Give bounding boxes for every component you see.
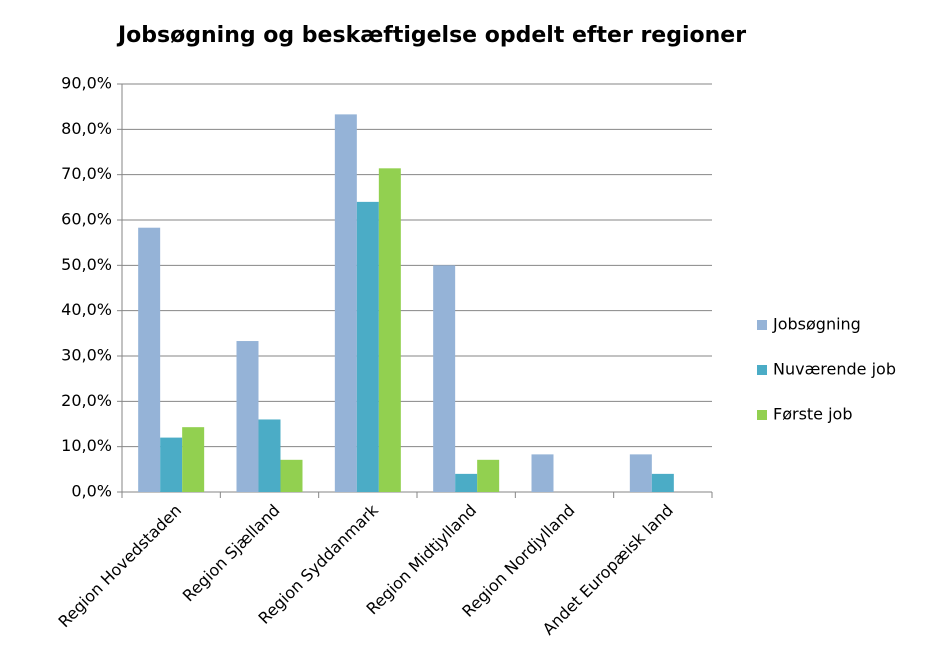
y-tick-label: 90,0% bbox=[61, 74, 112, 93]
y-tick-label: 60,0% bbox=[61, 210, 112, 229]
legend-label: Første job bbox=[773, 405, 853, 424]
x-tick-label: Region Hovedstaden bbox=[55, 501, 186, 632]
bar bbox=[477, 459, 500, 492]
bar bbox=[651, 473, 674, 492]
bar bbox=[160, 437, 183, 492]
legend-swatch bbox=[757, 410, 767, 420]
x-tick-label: Region Midtjylland bbox=[362, 501, 480, 619]
x-tick-label: Region Sjælland bbox=[179, 501, 284, 606]
bar bbox=[138, 227, 161, 492]
bar bbox=[455, 473, 478, 492]
bar bbox=[334, 114, 357, 492]
y-tick-label: 0,0% bbox=[71, 482, 112, 501]
bar bbox=[531, 454, 554, 492]
legend-swatch bbox=[757, 365, 767, 375]
bar bbox=[182, 427, 205, 492]
bar bbox=[236, 341, 259, 492]
legend-label: Jobsøgning bbox=[772, 315, 861, 334]
bar bbox=[433, 265, 456, 492]
bar bbox=[356, 201, 379, 492]
y-tick-label: 30,0% bbox=[61, 346, 112, 365]
y-tick-label: 50,0% bbox=[61, 255, 112, 274]
y-tick-label: 20,0% bbox=[61, 391, 112, 410]
chart-title: Jobsøgning og beskæftigelse opdelt efter… bbox=[116, 23, 746, 48]
legend-swatch bbox=[757, 320, 767, 330]
y-tick-label: 10,0% bbox=[61, 436, 112, 455]
legend-label: Nuværende job bbox=[773, 360, 896, 379]
bar bbox=[378, 168, 401, 492]
y-tick-label: 70,0% bbox=[61, 164, 112, 183]
y-tick-label: 40,0% bbox=[61, 300, 112, 319]
bar bbox=[258, 419, 281, 492]
bar bbox=[280, 459, 303, 492]
bar bbox=[629, 454, 652, 492]
y-tick-label: 80,0% bbox=[61, 119, 112, 138]
